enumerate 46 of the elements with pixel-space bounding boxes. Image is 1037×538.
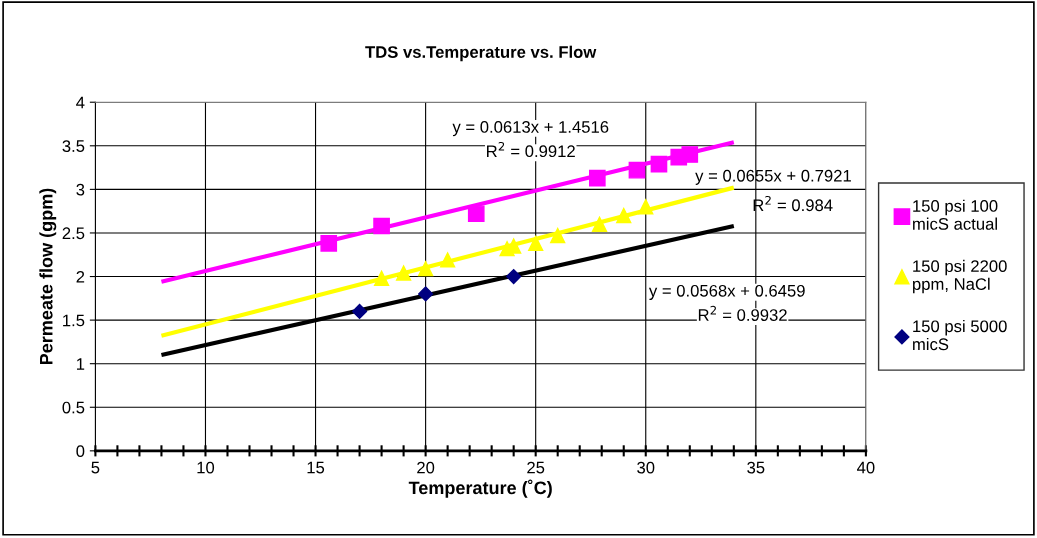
point xyxy=(628,161,646,179)
annotation: R$^{2}$ = 0.9932 xyxy=(698,305,787,321)
y-tick-label: 4 xyxy=(76,96,85,109)
y-tick-label: 3.5 xyxy=(62,140,85,152)
x-tick-label: 10 xyxy=(197,461,215,474)
y-tick-label: 3 xyxy=(76,183,85,196)
annotation: y = 0.0568x + 0.6459 xyxy=(648,284,805,300)
point xyxy=(681,146,699,163)
x-tick-label: 35 xyxy=(747,461,765,474)
point xyxy=(638,199,654,215)
x-tick-label: 15 xyxy=(307,461,325,474)
x-tick-label: 20 xyxy=(417,461,435,474)
annotation: y = 0.0613x + 1.4516 xyxy=(452,121,609,137)
point xyxy=(616,207,632,224)
point xyxy=(467,205,485,223)
point xyxy=(528,235,544,252)
x-tick-label: 25 xyxy=(527,461,545,474)
point xyxy=(650,155,668,173)
chart-title: TDS vs.Temperature vs. Flow xyxy=(365,45,597,62)
point xyxy=(373,217,390,235)
point xyxy=(591,216,608,232)
x-tick-label: 40 xyxy=(857,461,875,474)
point xyxy=(439,252,456,268)
point xyxy=(550,227,566,244)
x-tick-label: 5 xyxy=(91,461,100,474)
legend-label: 150 psi 2200 ppm, NaCl xyxy=(913,259,1007,294)
y-tick-label: 0.5 xyxy=(62,401,85,414)
y-tick-label: 2.5 xyxy=(62,227,85,240)
point xyxy=(320,235,338,252)
point xyxy=(506,268,522,285)
point xyxy=(373,270,390,286)
legend-label: 150 psi 5000 micS xyxy=(913,319,1007,351)
y-tick-label: 1.5 xyxy=(63,314,85,327)
x-tick-label: 30 xyxy=(637,461,655,474)
y-tick-label: 2 xyxy=(76,270,85,283)
y-tick-label: 0 xyxy=(76,445,85,458)
point xyxy=(352,303,368,319)
point xyxy=(395,265,412,281)
point xyxy=(588,169,606,187)
y-tick-label: 1 xyxy=(76,358,85,370)
point xyxy=(417,261,434,277)
x-axis-title: Temperature (˚C) xyxy=(408,479,552,498)
annotation: R$^{2}$ = 0.9912 xyxy=(487,141,575,158)
point xyxy=(418,286,434,302)
legend-label: 150 psi 100 micS actual xyxy=(913,199,998,230)
y-axis-title: Permeate flow (gpm) xyxy=(39,188,57,365)
